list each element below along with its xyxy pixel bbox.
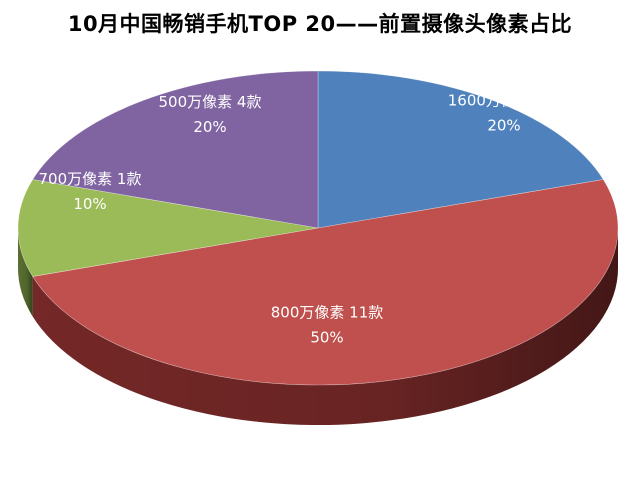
pie-labels: 1600万像素 4款 20% 800万像素 11款 50% 700万像素 1款 10% 50… — [39, 92, 561, 347]
slice-percent-label-1: 50% — [310, 328, 343, 346]
pie-slice-side-shade-2 — [18, 228, 33, 317]
slice-label-1: 800万像素 11款 — [271, 303, 384, 321]
slice-label-3: 500万像素 4款 — [159, 93, 262, 111]
pie-tops — [17, 70, 619, 386]
slice-label-2: 700万像素 1款 — [39, 170, 142, 188]
slice-percent-label-2: 10% — [73, 195, 106, 213]
pie-slice-side-shade-1 — [32, 228, 618, 425]
slice-percent-label-3: 20% — [193, 118, 226, 136]
pie-slice-0 — [317, 70, 604, 229]
pie-slice-3 — [32, 70, 319, 229]
slice-percent-label-0: 20% — [487, 117, 520, 135]
slice-label-0: 1600万像素 4款 — [448, 92, 561, 110]
pie-sides — [18, 228, 618, 425]
chart-title: 10月中国畅销手机TOP 20——前置摄像头像素占比 — [67, 12, 573, 36]
pie-slice-1 — [32, 179, 619, 386]
pie-slice-2 — [17, 179, 319, 277]
